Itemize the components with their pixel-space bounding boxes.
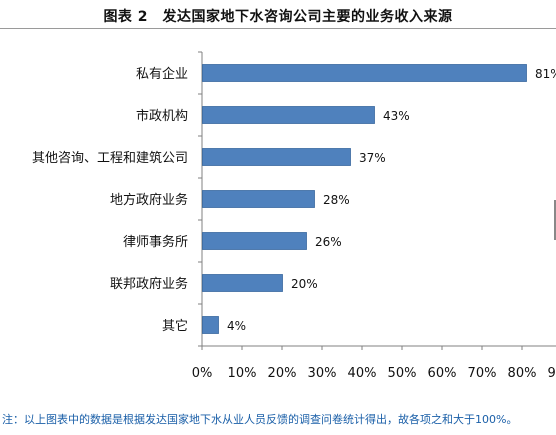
y-tick-label: 地方政府业务 xyxy=(110,192,188,208)
data-label: 20% xyxy=(291,277,318,291)
bar xyxy=(202,316,219,334)
x-tick-label: 50% xyxy=(388,366,417,381)
x-tick-label: 10% xyxy=(228,366,257,381)
x-tick-label: 20% xyxy=(268,366,297,381)
y-tick-label: 律师事务所 xyxy=(123,234,188,250)
data-label: 37% xyxy=(359,151,386,165)
x-tick-label: 90% xyxy=(548,366,556,381)
bar xyxy=(202,106,375,124)
bar xyxy=(202,148,351,166)
x-tick-label: 0% xyxy=(192,366,213,381)
data-label: 4% xyxy=(227,319,246,333)
x-tick-label: 30% xyxy=(308,366,337,381)
x-tick-label: 80% xyxy=(508,366,537,381)
scrollbar-edge xyxy=(554,200,556,240)
title-divider xyxy=(0,28,556,29)
footnote: 注：以上图表中的数据是根据发达国家地下水从业人员反馈的调查问卷统计得出，故各项之… xyxy=(2,413,518,426)
bar xyxy=(202,232,307,250)
data-label: 28% xyxy=(323,193,350,207)
x-tick-label: 70% xyxy=(468,366,497,381)
bar xyxy=(202,274,283,292)
y-tick-label: 市政机构 xyxy=(136,108,188,124)
x-tick-label: 60% xyxy=(428,366,457,381)
data-label: 26% xyxy=(315,235,342,249)
y-tick-label: 私有企业 xyxy=(136,66,188,82)
y-tick-label: 其他咨询、工程和建筑公司 xyxy=(32,150,188,166)
bar xyxy=(202,190,315,208)
bar xyxy=(202,64,527,82)
x-tick-label: 40% xyxy=(348,366,377,381)
data-label: 81% xyxy=(535,67,556,81)
chart-title: 图表 2 发达国家地下水咨询公司主要的业务收入来源 xyxy=(103,9,453,25)
y-tick-label: 联邦政府业务 xyxy=(110,276,188,292)
data-label: 43% xyxy=(383,109,410,123)
y-tick-label: 其它 xyxy=(162,318,188,334)
